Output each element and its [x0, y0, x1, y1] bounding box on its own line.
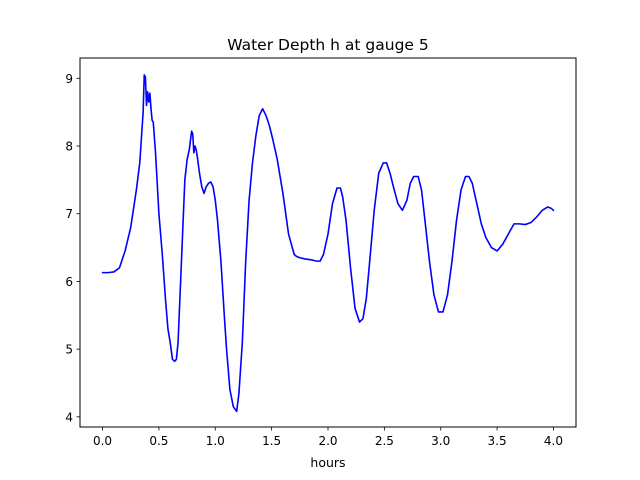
y-tick-label: 9: [65, 72, 73, 86]
y-tick-label: 4: [65, 410, 73, 424]
x-axis-label: hours: [310, 455, 345, 470]
x-tick-label: 2.5: [375, 434, 394, 448]
y-tick-label: 5: [65, 343, 73, 357]
series-line-0: [101, 74, 555, 413]
y-tick-label: 7: [65, 207, 73, 221]
y-tick-label: 6: [65, 275, 73, 289]
x-tick-label: 3.0: [431, 434, 450, 448]
y-axis-ticks: 4 5 6 7 8 9: [65, 72, 80, 424]
x-tick-label: 1.5: [262, 434, 281, 448]
x-tick-label: 2.0: [318, 434, 337, 448]
x-tick-label: 3.5: [488, 434, 507, 448]
y-tick-label: 8: [65, 140, 73, 154]
x-axis-ticks: 0.0 0.5 1.0 1.5 2.0 2.5 3.0 3.5 4.0: [93, 427, 563, 448]
x-tick-label: 1.0: [206, 434, 225, 448]
chart-title: Water Depth h at gauge 5: [227, 36, 428, 54]
x-tick-label: 0.5: [149, 434, 168, 448]
x-tick-label: 0.0: [93, 434, 112, 448]
x-tick-label: 4.0: [544, 434, 563, 448]
